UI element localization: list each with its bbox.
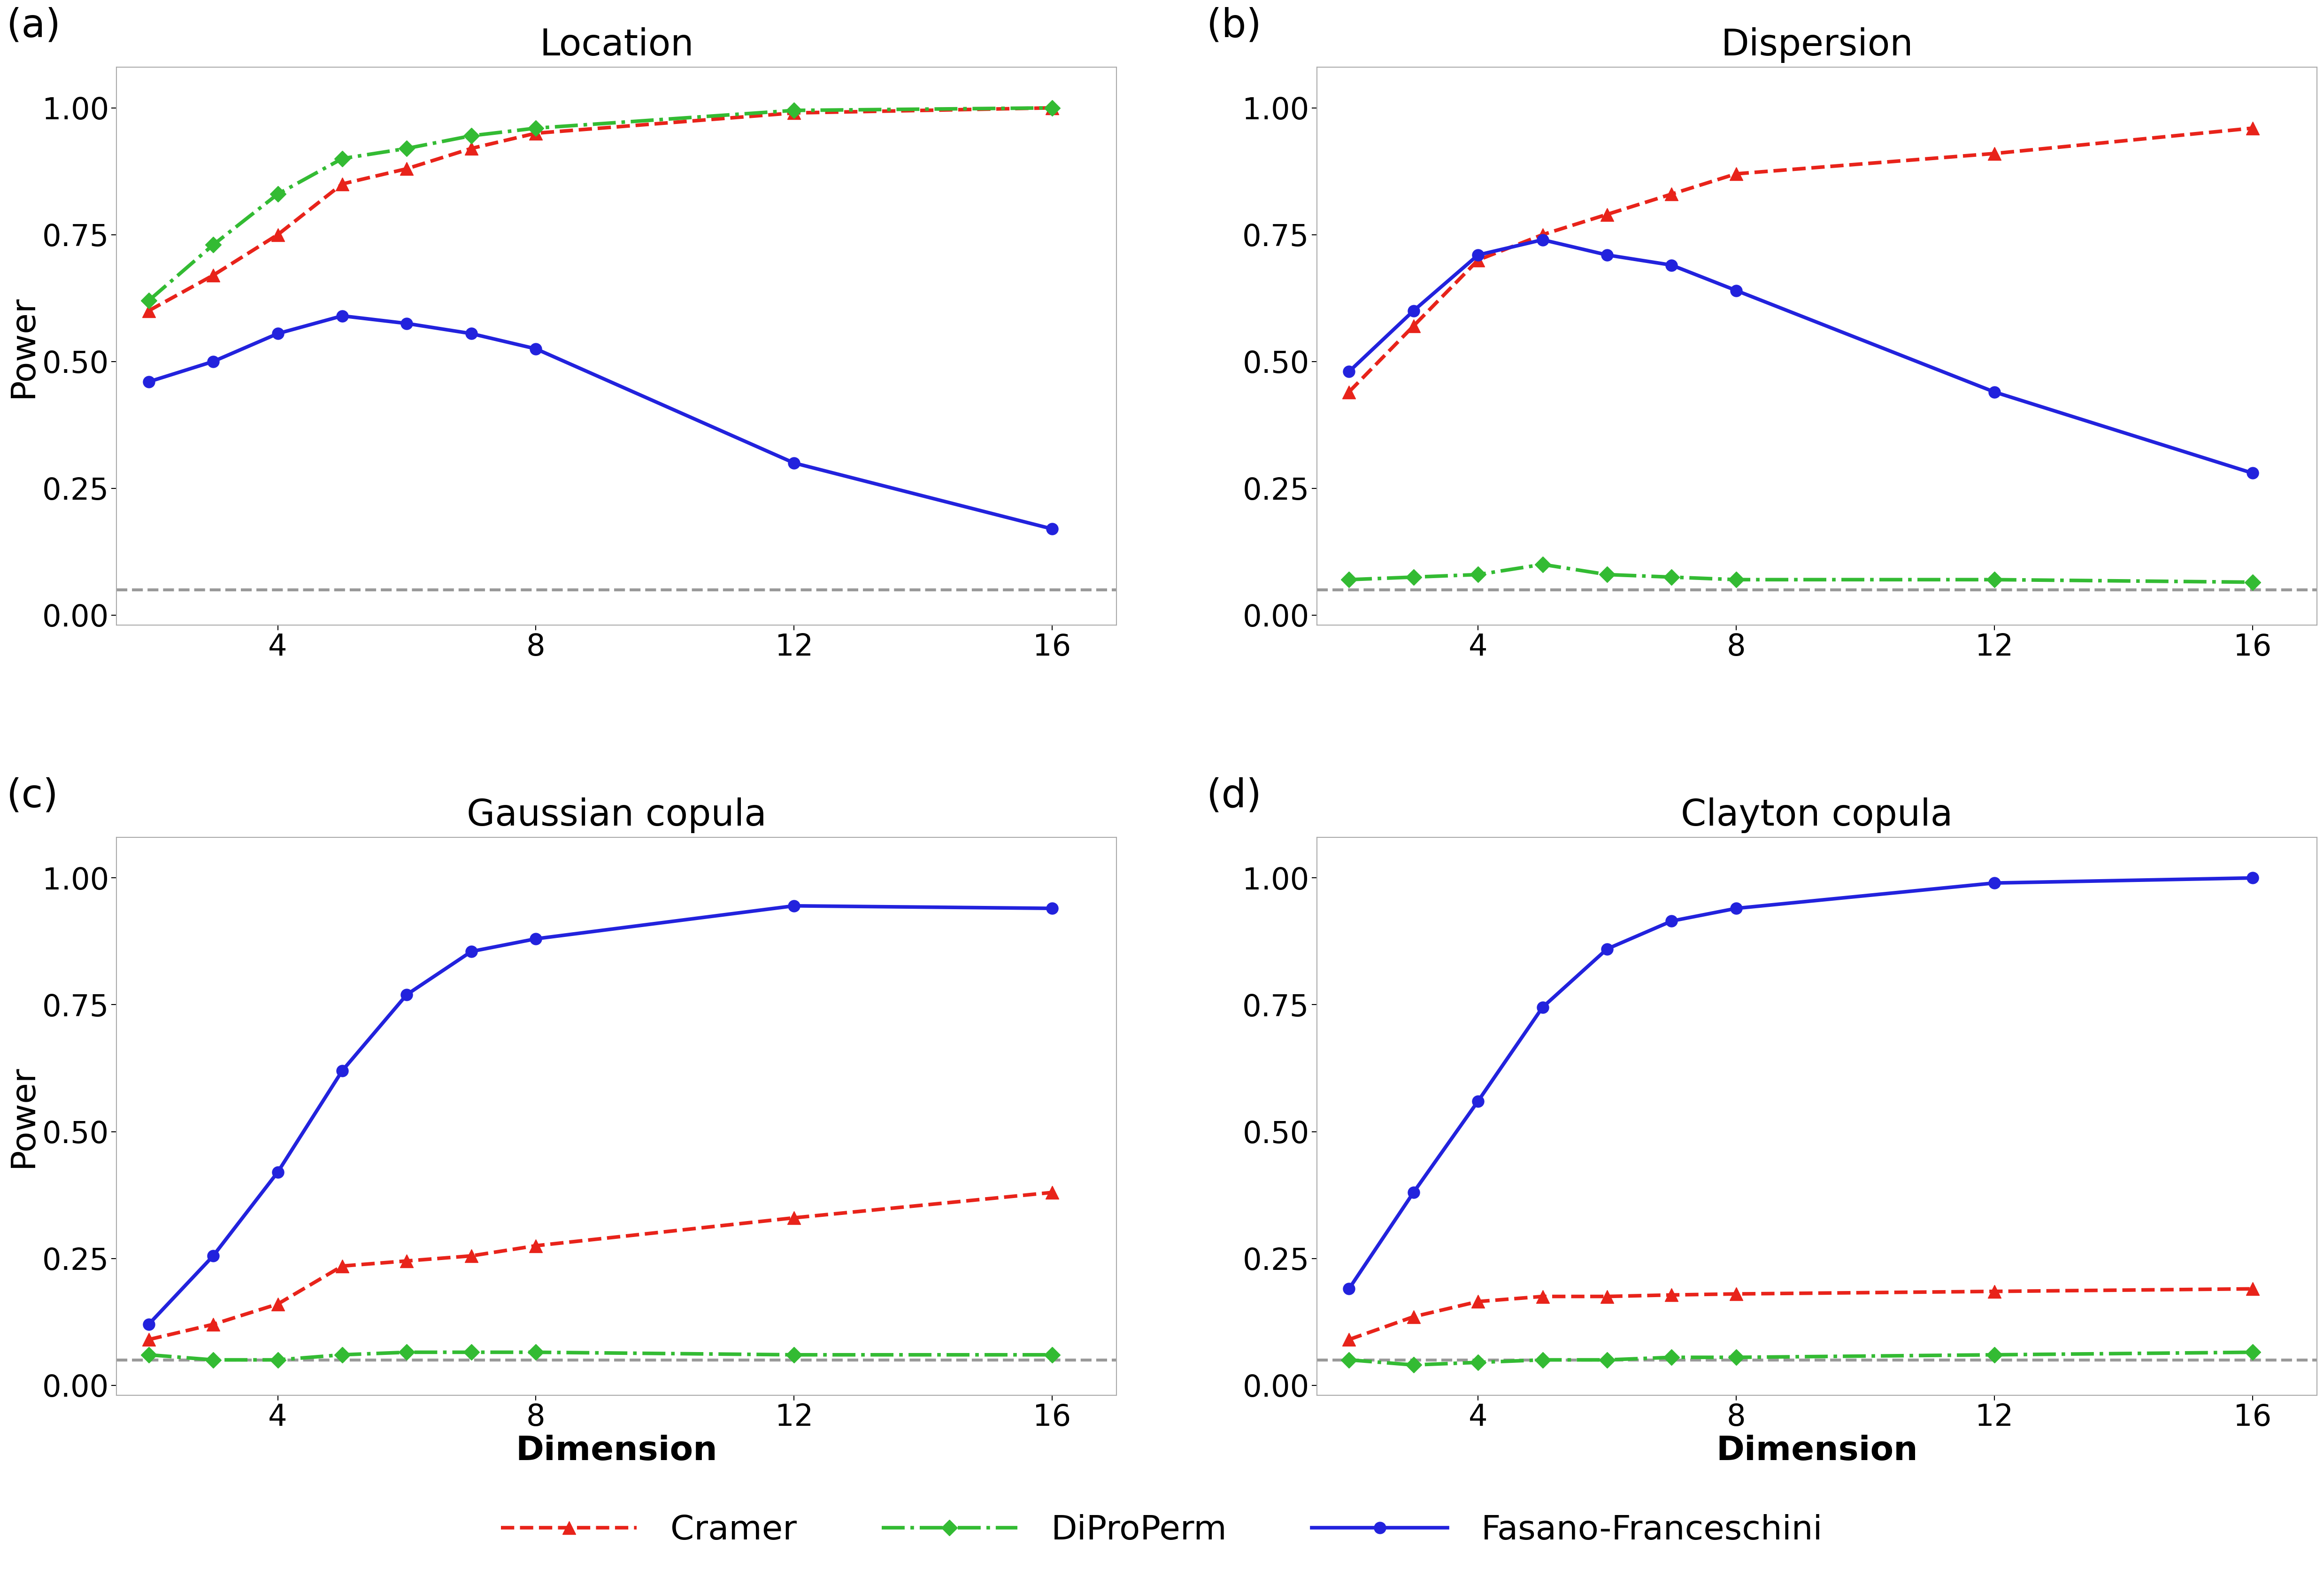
Text: (d): (d)	[1206, 777, 1262, 815]
Title: Clayton copula: Clayton copula	[1680, 797, 1952, 834]
Legend: Cramer, DiProPerm, Fasano-Franceschini: Cramer, DiProPerm, Fasano-Franceschini	[488, 1501, 1836, 1560]
Text: (a): (a)	[7, 6, 60, 44]
Y-axis label: Power: Power	[7, 1065, 40, 1168]
Text: (c): (c)	[7, 777, 58, 815]
Title: Location: Location	[539, 27, 693, 63]
Text: (b): (b)	[1206, 6, 1262, 44]
X-axis label: Dimension: Dimension	[516, 1434, 718, 1468]
Title: Gaussian copula: Gaussian copula	[467, 797, 767, 834]
Title: Dispersion: Dispersion	[1720, 27, 1913, 63]
X-axis label: Dimension: Dimension	[1715, 1434, 1917, 1468]
Y-axis label: Power: Power	[7, 295, 40, 398]
